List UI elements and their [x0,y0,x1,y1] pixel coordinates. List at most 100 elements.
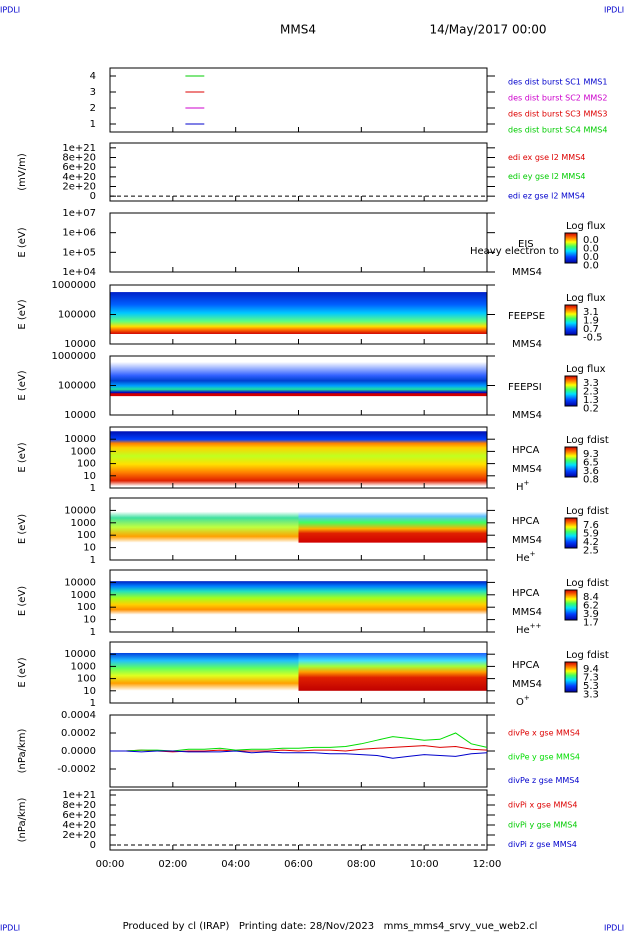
spectrogram-image [110,292,487,334]
y-tick-label: 10000 [64,434,96,445]
y-tick-label: 1 [90,555,96,566]
y-tick-label: 10000 [64,577,96,588]
y-tick-label: 1000000 [51,351,96,362]
instrument-label: HPCA [512,660,540,671]
panel-frame [109,212,488,273]
panel-frame [109,142,488,202]
colorbar-tick-label: 5.9 [583,529,599,540]
colorbar-tick-label: 6.2 [583,601,599,612]
y-tick-label: 1000 [71,590,96,601]
colorbar [564,517,578,549]
colorbar-tick-label: 0.0 [583,261,599,272]
colorbar [564,304,578,336]
colorbar-tick-label: 2.3 [583,387,599,398]
x-tick-label: 02:00 [158,859,187,870]
legend-entry: edi ez gse l2 MMS4 [508,191,585,200]
colorbar [564,446,578,478]
y-tick-label: 100 [77,530,96,541]
species-charge: + [530,550,536,558]
corner-mark: IPDLI [0,6,20,15]
y-tick-label: 4e+20 [62,820,96,831]
legend-entry: divPe x gse MMS4 [508,729,580,738]
legend-entry: des dist burst SC4 MMS4 [508,126,607,135]
colorbar-title: Log fdist [566,435,609,446]
panel-frame [109,67,488,133]
y-tick-label: 0.0000 [61,746,96,757]
legend-entry: divPi z gse MMS4 [508,840,577,849]
spectrogram-image [110,511,299,543]
y-tick-label: 1e+05 [62,247,96,258]
colorbar-tick-label: 0.0 [583,235,599,246]
colorbar-title: Log fdist [566,506,609,517]
y-tick-label: 10000 [64,649,96,660]
legend-entry: edi ex gse l2 MMS4 [508,153,585,162]
colorbar-tick-label: 1.3 [583,395,599,406]
y-tick-label: 100 [77,674,96,685]
legend-entry: divPe y gse MMS4 [508,752,580,761]
legend-entry: edi ey gse l2 MMS4 [508,172,586,181]
y-axis-label: E (eV) [17,442,28,472]
colorbar-title: Log flux [566,221,606,232]
y-tick-label: 100 [77,459,96,470]
y-tick-label: 1000 [71,446,96,457]
y-tick-label: 2e+20 [62,830,96,841]
y-axis-label: (mV/m) [17,153,28,191]
y-axis-label: E (eV) [17,586,28,616]
y-tick-label: 1e+06 [62,228,96,239]
y-tick-label: 10 [83,543,96,554]
spectrogram-image [298,652,487,691]
y-axis-label: E (eV) [17,299,28,329]
spacecraft-label: MMS4 [512,607,542,618]
title: MMS4 [280,23,316,37]
instrument-label: HPCA [512,516,540,527]
spacecraft-label: MMS4 [512,679,542,690]
colorbar-tick-label: 3.3 [583,690,599,701]
species-label: H+ [516,479,530,493]
y-axis-label: E (eV) [17,657,28,687]
legend-entry: des dist burst SC2 MMS2 [508,94,607,103]
y-tick-label: 1 [90,698,96,709]
species-charge: ++ [530,622,542,630]
colorbar-tick-label: 5.3 [583,681,599,692]
spacecraft-label: MMS4 [512,464,542,475]
instrument-label: FEEPSI [508,382,542,393]
y-tick-label: 6e+20 [62,810,96,821]
spectrogram-image [110,361,487,397]
corner-mark: IPDLI [604,924,624,933]
instrument-label: HPCA [512,588,540,599]
species-charge: + [524,694,530,702]
colorbar-title: Log flux [566,364,606,375]
x-tick-label: 12:00 [473,859,502,870]
y-tick-label: 4 [90,71,96,82]
colorbar-tick-label: 4.2 [583,537,599,548]
legend-entry: divPi y gse MMS4 [508,820,577,829]
y-tick-label: 100000 [58,381,96,392]
species-charge: + [524,479,530,487]
y-axis-label: E (eV) [17,514,28,544]
spacecraft-label: MMS4 [512,339,542,350]
colorbar-tick-label: 0.0 [583,252,599,263]
y-tick-label: 100000 [58,310,96,321]
y-tick-label: 1 [90,119,96,130]
instrument-label: FEEPSE [508,311,545,322]
colorbar-tick-label: 9.4 [583,664,599,675]
y-tick-label: 1e+21 [62,790,96,801]
colorbar-tick-label: 0.7 [583,324,599,335]
colorbar-tick-label: 2.5 [583,546,599,557]
spacecraft-label: MMS4 [512,535,542,546]
series-line [110,745,488,753]
species: He [516,625,530,636]
y-tick-label: 2e+20 [62,182,96,193]
y-tick-label: 1 [90,627,96,638]
colorbar-tick-label: 0.0 [583,244,599,255]
series-line [110,732,488,752]
y-tick-label: 10000 [64,505,96,516]
y-tick-label: -0.0002 [57,764,96,775]
spectrogram-image [298,511,487,543]
panel-frame [109,789,488,851]
y-tick-label: 8e+20 [62,153,96,164]
x-tick-label: 00:00 [96,859,125,870]
y-tick-label: 3 [90,87,96,98]
legend-entry: divPe z gse MMS4 [508,776,579,785]
colorbar [564,589,578,621]
